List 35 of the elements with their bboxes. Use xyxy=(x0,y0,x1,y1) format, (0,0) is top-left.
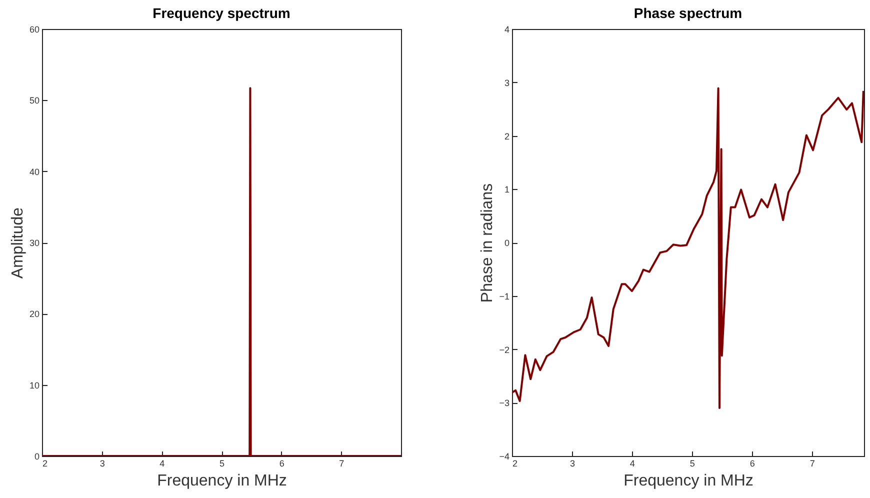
x-tick-label: 3 xyxy=(100,458,105,468)
x-axis-title: Frequency in MHz xyxy=(624,472,754,490)
y-tick-label: 4 xyxy=(504,24,510,34)
y-tick-label: −1 xyxy=(499,291,510,302)
x-tick-label: 4 xyxy=(630,458,635,468)
y-tick-label: 10 xyxy=(29,380,40,390)
y-tick-label: 1 xyxy=(504,184,510,195)
y-tick-label: 3 xyxy=(504,78,510,88)
y-tick-label: −3 xyxy=(499,398,510,408)
x-tick-label: 6 xyxy=(750,458,755,468)
x-tick-label: 5 xyxy=(219,458,225,468)
x-tick-label: 2 xyxy=(42,458,48,468)
y-tick-label: 30 xyxy=(29,238,40,248)
x-tick-label: 7 xyxy=(810,458,815,468)
y-tick-label: 60 xyxy=(29,24,40,34)
y-tick-label: 2 xyxy=(504,131,510,142)
line-series xyxy=(512,87,864,409)
y-tick-label: −4 xyxy=(499,452,510,462)
y-tick-label: 20 xyxy=(29,309,40,320)
x-tick-label: 3 xyxy=(570,458,575,468)
y-tick-label: 40 xyxy=(29,166,40,177)
x-tick-label: 2 xyxy=(512,458,518,468)
y-tick-label: 50 xyxy=(29,96,40,106)
x-tick-label: 5 xyxy=(690,458,695,468)
x-tick-label: 7 xyxy=(339,458,344,468)
y-axis-title: Amplitude xyxy=(9,207,26,279)
y-tick-label: 0 xyxy=(504,238,510,248)
y-axis-title: Phase in radians xyxy=(479,183,496,303)
x-tick-label: 6 xyxy=(279,458,284,468)
chart-title: Phase spectrum xyxy=(634,5,742,21)
chart-title: Frequency spectrum xyxy=(152,5,290,21)
y-tick-label: −2 xyxy=(499,344,510,355)
y-tick-label: 0 xyxy=(34,452,40,462)
x-tick-label: 4 xyxy=(160,458,165,468)
x-axis-title: Frequency in MHz xyxy=(157,472,287,490)
